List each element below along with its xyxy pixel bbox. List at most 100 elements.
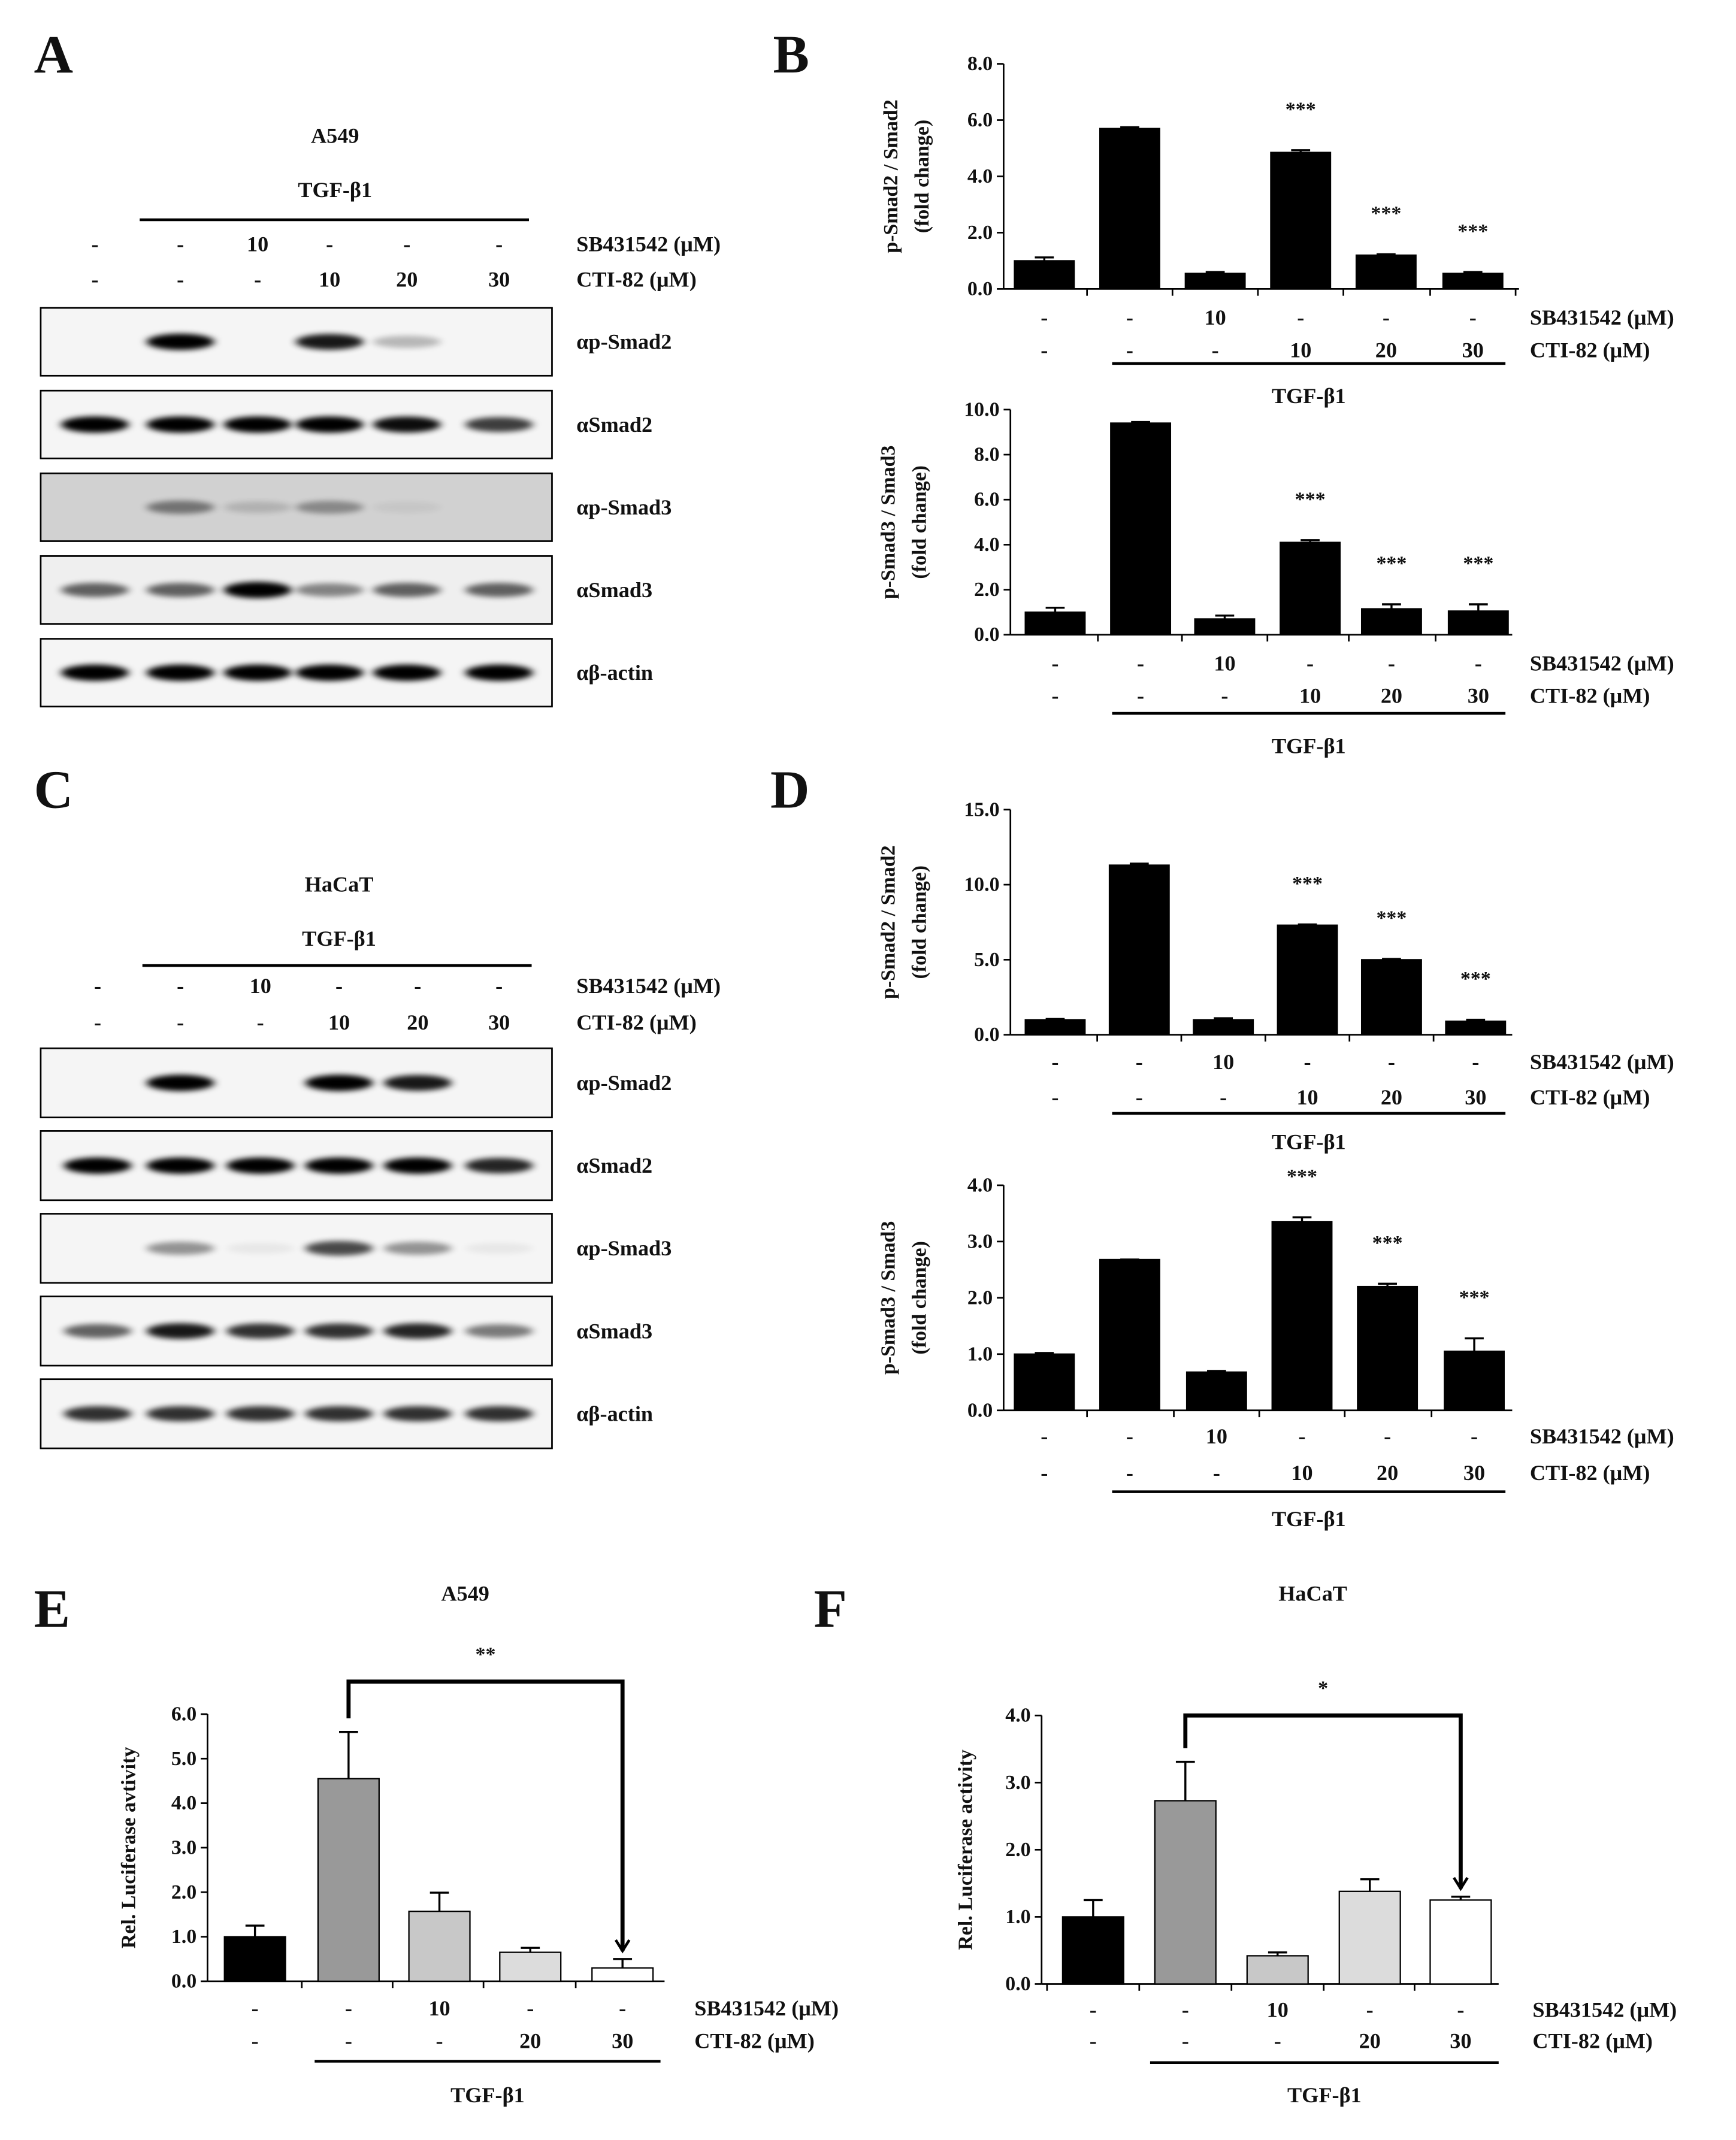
condition-value: -: [1041, 1461, 1048, 1485]
y-tick-label: 10.0: [964, 398, 999, 420]
blot-band: [63, 1406, 132, 1422]
condition-value: -: [177, 268, 184, 292]
significance: ***: [1376, 907, 1407, 930]
condition-value: 20: [1375, 338, 1397, 362]
bar: [1014, 1353, 1075, 1411]
condition-value: -: [335, 974, 343, 998]
significance: ***: [1372, 1232, 1403, 1254]
condition-value: -: [177, 974, 184, 998]
condition-value: 10: [1296, 1085, 1318, 1109]
bar: [1360, 959, 1422, 1036]
condition-value: -: [1220, 1085, 1227, 1109]
significance: **: [476, 1643, 496, 1666]
y-tick-label: 2.0: [171, 1881, 196, 1903]
treatment-label: TGF-β1: [1287, 2083, 1362, 2107]
condition-value: -: [91, 232, 98, 256]
condition-value: 30: [612, 2029, 633, 2053]
condition-value: -: [1388, 651, 1395, 675]
blot-row-label: αp-Smad2: [576, 330, 672, 354]
condition-label: CTI-82 (μM): [1530, 684, 1650, 708]
y-axis-label: p-Smad3 / Smad3: [877, 1221, 899, 1375]
condition-value: -: [1126, 338, 1133, 362]
blot-band: [61, 416, 129, 433]
blot-band: [146, 1157, 214, 1174]
y-tick-label: 0.0: [171, 1970, 196, 1992]
treatment-label: TGF-β1: [1272, 384, 1346, 408]
bar: [1185, 1371, 1247, 1411]
condition-value: -: [326, 232, 333, 256]
blot-row-label: αβ-actin: [576, 1402, 653, 1425]
y-axis-label: (fold change): [909, 465, 931, 579]
condition-label: SB431542 (μM): [1530, 1050, 1674, 1074]
y-tick-label: 8.0: [967, 53, 993, 75]
blot-band: [223, 416, 292, 433]
y-tick-label: 0.0: [974, 1024, 999, 1046]
condition-label: CTI-82 (μM): [1532, 2029, 1653, 2053]
condition-value: -: [252, 1996, 259, 2020]
condition-label: CTI-82 (μM): [694, 2029, 815, 2053]
y-tick-label: 0.0: [974, 623, 999, 646]
significance: ***: [1292, 873, 1323, 895]
blot-band: [383, 1157, 452, 1174]
blot-row-label: αSmad2: [576, 413, 652, 437]
condition-value: 30: [1450, 2029, 1471, 2053]
condition-value: -: [1090, 1997, 1097, 2021]
condition-value: -: [94, 1010, 101, 1034]
blot-band: [373, 501, 441, 513]
condition-value: -: [1457, 1997, 1464, 2021]
y-tick-label: 6.0: [171, 1703, 196, 1725]
blot-band: [465, 1158, 533, 1174]
significance: ***: [1286, 98, 1316, 120]
condition-value: -: [1051, 1085, 1058, 1109]
bar: [1099, 128, 1160, 290]
blot-row-label: αSmad3: [576, 578, 652, 602]
bar: [1024, 612, 1086, 635]
panel-label: B: [773, 24, 809, 84]
treatment-label: TGF-β1: [1272, 734, 1346, 758]
significance-bracket: [346, 1679, 625, 1951]
blot-band: [465, 1324, 533, 1338]
condition-value: -: [1221, 684, 1228, 708]
blot-band: [146, 500, 214, 514]
condition-value: -: [1472, 1050, 1479, 1074]
condition-value: -: [1182, 1997, 1189, 2021]
condition-value: -: [1041, 1424, 1048, 1448]
blot-row-label: αp-Smad2: [576, 1071, 672, 1095]
significance: ***: [1376, 553, 1407, 575]
significance: ***: [1371, 202, 1401, 225]
condition-value: -: [403, 232, 410, 256]
bar: [591, 1967, 654, 1982]
condition-value: 10: [1206, 1424, 1227, 1448]
condition-value: -: [91, 268, 98, 292]
condition-value: -: [1126, 1424, 1133, 1448]
condition-value: 10: [1290, 338, 1311, 362]
condition-value: -: [1182, 2029, 1189, 2053]
condition-label: SB431542 (μM): [576, 232, 721, 256]
condition-value: 20: [1359, 2029, 1381, 2053]
condition-value: 10: [428, 1996, 450, 2020]
blot-band: [373, 583, 441, 597]
y-tick-label: 3.0: [967, 1230, 993, 1252]
condition-value: -: [1090, 2029, 1097, 2053]
condition-value: -: [436, 2029, 443, 2053]
blot-band: [226, 1157, 295, 1174]
bar: [1110, 422, 1172, 635]
condition-value: 30: [1462, 338, 1484, 362]
bar: [1338, 1890, 1401, 1985]
bar: [1014, 260, 1075, 290]
y-axis-label: p-Smad2 / Smad2: [880, 99, 902, 253]
chart-title: HaCaT: [1278, 1581, 1347, 1605]
condition-value: -: [495, 232, 503, 256]
blot-band: [146, 1242, 214, 1255]
condition-value: -: [1136, 1050, 1143, 1074]
condition-value: 20: [519, 2029, 541, 2053]
condition-value: -: [345, 1996, 352, 2020]
condition-value: -: [1274, 2029, 1281, 2053]
bar: [1193, 1019, 1254, 1036]
y-axis-label: (fold change): [911, 120, 933, 234]
condition-value: -: [252, 2029, 259, 2053]
blot-band: [223, 664, 292, 681]
blot-band: [295, 583, 364, 597]
blot-band: [383, 1242, 452, 1255]
significance: ***: [1287, 1166, 1317, 1188]
